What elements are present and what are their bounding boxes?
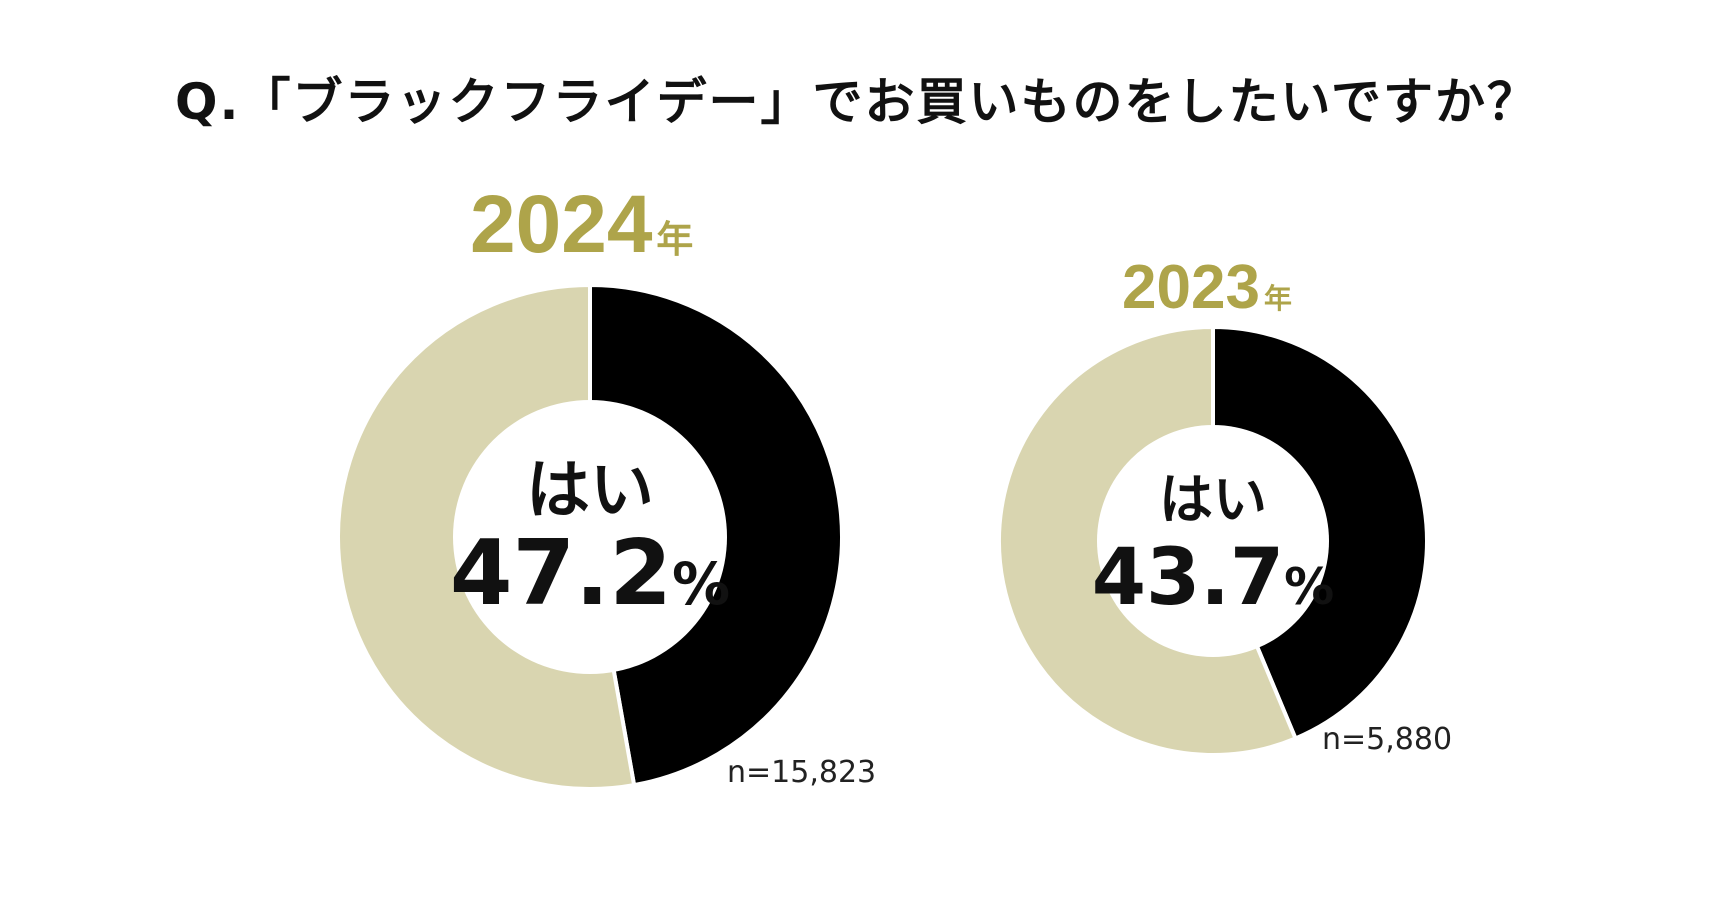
donut-2023: はい 43.7% n=5,880 <box>996 324 1452 757</box>
year-suffix: 年 <box>1263 283 1292 314</box>
chart-title: Q.「ブラックフライデー」でお買いものをしたいですか？ <box>175 73 1539 131</box>
year-label-2024: 2024 年 <box>470 178 693 272</box>
center-value-2024: 47.2% <box>450 521 730 626</box>
percent-unit: % <box>672 550 730 618</box>
percent-value: 43.7 <box>1092 533 1284 623</box>
donut-2024: はい 47.2% n=15,823 <box>336 282 876 791</box>
sample-size-2023: n=5,880 <box>1322 722 1452 757</box>
center-value-2023: 43.7% <box>1092 533 1335 623</box>
center-label-2024: はい <box>526 454 654 528</box>
percent-unit: % <box>1284 558 1334 616</box>
sample-size-2024: n=15,823 <box>727 755 876 790</box>
center-label-2023: はい <box>1159 468 1267 531</box>
year-label-2023: 2023 年 <box>1122 252 1292 323</box>
year-number: 2024 <box>470 179 653 270</box>
year-number: 2023 <box>1122 253 1260 322</box>
year-suffix: 年 <box>656 219 694 260</box>
donut-hole-2024 <box>453 400 727 674</box>
percent-value: 47.2 <box>450 521 672 626</box>
donut-hole-2023 <box>1097 425 1329 657</box>
